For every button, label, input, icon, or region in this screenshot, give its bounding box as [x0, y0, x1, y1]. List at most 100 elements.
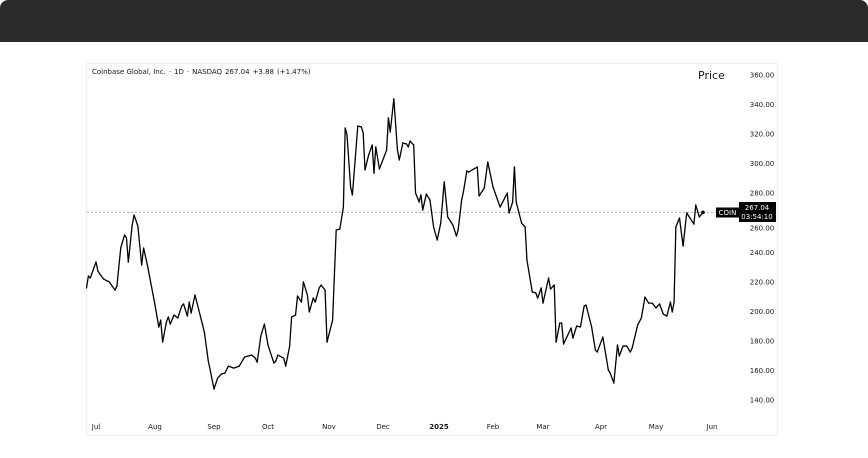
price-segment: [613, 344, 619, 384]
price-segment: [177, 305, 183, 319]
price-segment: [508, 201, 514, 214]
price-segment: [190, 294, 196, 314]
price-segment: [651, 302, 657, 309]
exchange: NASDAQ: [192, 68, 223, 76]
price-segment: [686, 212, 695, 225]
price-segment: [429, 199, 435, 228]
price-segment: [227, 365, 235, 369]
price-segment: [452, 224, 458, 237]
price-segment: [152, 294, 156, 306]
x-tick-label: Aug: [148, 423, 162, 431]
price-segment: [188, 301, 192, 314]
x-tick-label: May: [649, 423, 663, 431]
price-segment: [346, 134, 352, 188]
price-segment: [671, 301, 675, 313]
price-segment: [142, 247, 149, 266]
y-tick-label: 360.00: [750, 72, 775, 80]
price-segment: [513, 166, 517, 203]
y-tick-label: 340.00: [750, 101, 775, 109]
price-segment: [378, 149, 388, 170]
x-tick-label: Sep: [207, 423, 221, 431]
price-segment: [186, 301, 190, 317]
chart-panel: [86, 63, 778, 436]
price-segment: [277, 354, 285, 359]
time-axis[interactable]: Jul Aug Sep Oct Nov Dec 2025 Feb Mar Apr May Jun: [91, 423, 718, 431]
chart-legend[interactable]: Coinbase Global, Inc. · 1D · NASDAQ 267.04 +3.…: [92, 68, 314, 76]
y-tick-label: 200.00: [750, 308, 775, 316]
price-segment: [562, 327, 572, 345]
price-segment: [476, 166, 480, 197]
y-tick-label: 280.00: [750, 190, 775, 198]
price-segment: [457, 199, 463, 231]
price-segment: [682, 212, 688, 247]
x-tick-label: Jul: [91, 423, 101, 431]
price-segment: [275, 354, 279, 362]
price-segment: [314, 287, 320, 303]
price-segment: [675, 217, 681, 228]
y-tick-label: 320.00: [750, 131, 775, 139]
price-segment: [375, 146, 381, 170]
price-segment: [547, 277, 552, 290]
price-segment: [302, 281, 309, 296]
price-segment: [306, 294, 310, 313]
price-segment: [407, 140, 411, 148]
price-segment: [326, 319, 334, 343]
price-segment: [570, 327, 574, 339]
x-tick-label: Mar: [536, 423, 549, 431]
symbol-name: Coinbase Global, Inc.: [92, 68, 166, 76]
price-segment: [285, 345, 291, 367]
price-segment: [95, 261, 99, 272]
price-segment: [238, 356, 246, 367]
price-segment: [644, 296, 650, 304]
price-segment: [572, 325, 578, 339]
price-segment: [409, 140, 415, 146]
price-segment: [256, 335, 262, 363]
price-segment: [678, 217, 684, 247]
price-segment: [555, 322, 561, 343]
price-segment: [596, 336, 604, 353]
price-segment: [102, 278, 109, 282]
price-segment: [182, 303, 189, 317]
price-segment: [360, 126, 364, 134]
price-axis[interactable]: 140.00 160.00 180.00 200.00 220.00 240.00 260.…: [750, 72, 775, 405]
price-segment: [487, 161, 494, 188]
y-tick-label: 160.00: [750, 367, 775, 375]
y-tick-label: 140.00: [750, 397, 775, 405]
price-segment: [524, 226, 528, 261]
price-segment: [146, 264, 150, 276]
price-segment: [499, 192, 508, 208]
price-segment: [579, 305, 585, 328]
price-tag-bg: [739, 202, 776, 222]
price-segment: [540, 287, 544, 304]
x-tick-label: Oct: [262, 423, 274, 431]
price-segment: [373, 146, 377, 174]
price-segment: [116, 247, 122, 287]
price-segment: [655, 303, 661, 309]
y-tick-label: 300.00: [750, 160, 775, 168]
price-segment: [609, 372, 615, 384]
price-segment: [602, 336, 609, 371]
price-segment: [213, 377, 219, 390]
x-tick-label: Feb: [487, 423, 500, 431]
price-segment: [108, 281, 116, 291]
price-change-pct: (+1.47%): [277, 68, 311, 76]
price-series: [85, 98, 705, 390]
price-segment: [393, 98, 399, 151]
price-segment: [207, 360, 211, 371]
price-segment: [294, 295, 299, 316]
price-segment: [169, 314, 175, 325]
price-segment: [288, 316, 293, 347]
price-segment: [209, 369, 215, 390]
price-segment: [637, 317, 642, 326]
price-segment: [243, 354, 253, 358]
price-segment: [389, 98, 395, 133]
price-segment: [216, 373, 222, 379]
price-segment: [251, 354, 257, 359]
price-segment: [536, 287, 542, 299]
price-segment: [460, 191, 465, 201]
price-segment: [296, 295, 303, 303]
price-segment: [308, 297, 314, 313]
price-segment: [300, 281, 305, 303]
price-segment: [364, 154, 370, 171]
